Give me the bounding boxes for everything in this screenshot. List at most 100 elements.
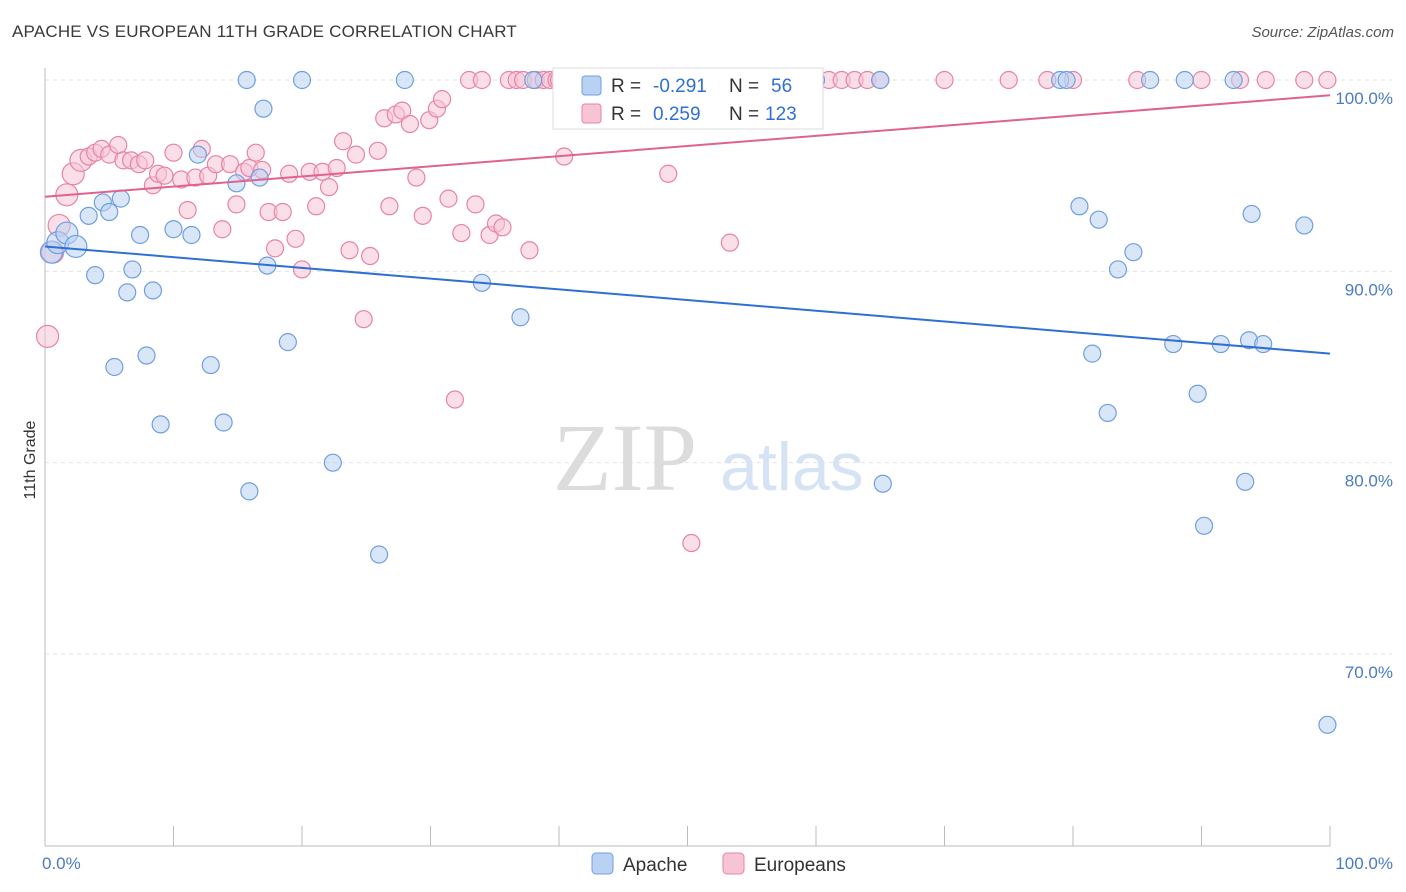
european-n-value: 123 xyxy=(765,104,797,125)
legend-swatch-europeans xyxy=(722,852,745,875)
apache-point-48 xyxy=(1164,334,1183,354)
european-point-54 xyxy=(407,168,426,187)
apache-point-37 xyxy=(871,70,890,90)
apache-point-7 xyxy=(100,202,119,222)
trendlines xyxy=(44,94,1331,355)
apache-point-18 xyxy=(188,145,208,164)
european-point-85 xyxy=(659,164,678,183)
european-point-63 xyxy=(466,195,485,214)
european-point-64 xyxy=(472,70,491,90)
apache-point-4 xyxy=(79,206,98,225)
european-point-37 xyxy=(292,260,312,279)
european-point-20 xyxy=(178,201,197,220)
european-point-112 xyxy=(1256,70,1275,90)
y-tick-labels: 70.0% 80.0% 90.0% 100.0% xyxy=(1335,89,1393,682)
european-r-label: R = xyxy=(611,104,641,125)
european-point-105 xyxy=(935,70,954,90)
apache-point-11 xyxy=(123,260,142,279)
apache-point-12 xyxy=(130,225,150,245)
series-legend: Apache Europeans xyxy=(591,852,846,876)
legend-swatch-apache xyxy=(591,852,614,875)
apache-point-23 xyxy=(240,482,259,501)
european-point-48 xyxy=(368,141,387,160)
apache-point-49 xyxy=(1175,70,1194,90)
european-point-58 xyxy=(432,90,452,109)
y-tick-label-3: 100.0% xyxy=(1335,89,1393,108)
european-point-46 xyxy=(354,310,373,329)
apache-point-28 xyxy=(292,70,312,90)
european-point-45 xyxy=(346,145,366,164)
european-point-113 xyxy=(1295,70,1314,90)
apache-point-53 xyxy=(1224,70,1243,90)
apache-point-13 xyxy=(137,346,156,365)
chart-title: APACHE VS EUROPEAN 11TH GRADE CORRELATIO… xyxy=(12,22,518,41)
european-point-25 xyxy=(213,220,232,239)
european-point-10 xyxy=(109,135,128,155)
apache-point-45 xyxy=(1108,260,1128,279)
apache-point-38 xyxy=(873,474,892,493)
european-legend-swatch xyxy=(581,103,602,124)
european-point-35 xyxy=(280,164,299,183)
y-tick-label-0: 70.0% xyxy=(1345,663,1393,682)
apache-point-16 xyxy=(164,220,183,239)
european-point-116 xyxy=(720,233,740,252)
european-point-59 xyxy=(439,189,458,208)
apache-point-57 xyxy=(1254,334,1273,354)
apache-point-15 xyxy=(151,415,170,434)
apache-r-label: R = xyxy=(611,76,641,97)
apache-point-3 xyxy=(64,234,88,259)
european-n-label: N = xyxy=(729,104,759,125)
stats-legend: R = -0.291 N = 56 R = 0.259 N = 123 xyxy=(552,67,824,130)
apache-point-22 xyxy=(237,70,256,90)
european-point-110 xyxy=(1192,70,1211,90)
european-point-117 xyxy=(682,533,701,553)
apache-legend-swatch xyxy=(581,75,602,96)
european-point-30 xyxy=(246,143,265,162)
apache-point-24 xyxy=(250,168,269,187)
european-point-44 xyxy=(340,241,359,260)
apache-n-value: 56 xyxy=(771,76,792,97)
european-point-61 xyxy=(452,223,471,243)
european-point-39 xyxy=(307,197,326,216)
apache-point-27 xyxy=(278,333,297,352)
apache-point-59 xyxy=(1318,715,1337,734)
european-point-42 xyxy=(327,158,346,178)
apache-point-29 xyxy=(323,453,342,472)
apache-point-41 xyxy=(1070,197,1089,216)
x-tick-labels: 0.0% 100.0% xyxy=(42,854,1393,873)
apache-r-value: -0.291 xyxy=(653,76,707,97)
legend-label-europeans: Europeans xyxy=(754,855,846,876)
european-point-67 xyxy=(493,218,512,237)
x-tick-label-1: 100.0% xyxy=(1335,854,1393,873)
european-point-36 xyxy=(286,229,305,248)
apache-point-20 xyxy=(214,413,233,432)
apache-point-17 xyxy=(182,225,201,245)
watermark-atlas: atlas xyxy=(720,429,864,505)
european-point-26 xyxy=(220,155,240,174)
y-axis-label: 11th Grade xyxy=(22,420,39,499)
apache-point-9 xyxy=(111,189,130,208)
apache-point-44 xyxy=(1098,403,1117,423)
european-point-41 xyxy=(319,178,339,197)
european-point-17 xyxy=(155,166,174,185)
apache-point-50 xyxy=(1188,384,1207,403)
axes xyxy=(44,68,1331,847)
european-point-55 xyxy=(413,206,432,225)
apache-point-31 xyxy=(395,70,414,90)
legend-label-apache: Apache xyxy=(623,855,687,876)
apache-point-30 xyxy=(370,545,389,564)
european-trendline xyxy=(44,94,1331,198)
european-point-14 xyxy=(136,151,155,170)
chart-source: Source: ZipAtlas.com xyxy=(1251,24,1394,41)
european-r-value: 0.259 xyxy=(653,104,701,125)
apache-point-42 xyxy=(1083,344,1102,363)
european-point-60 xyxy=(445,390,465,409)
y-tick-label-1: 80.0% xyxy=(1345,472,1393,491)
apache-point-58 xyxy=(1295,216,1314,235)
european-point-52 xyxy=(393,101,412,120)
apache-point-19 xyxy=(201,355,220,375)
apache-n-label: N = xyxy=(729,76,759,97)
european-point-47 xyxy=(361,246,380,266)
european-point-0 xyxy=(35,324,60,348)
european-point-33 xyxy=(265,239,285,258)
